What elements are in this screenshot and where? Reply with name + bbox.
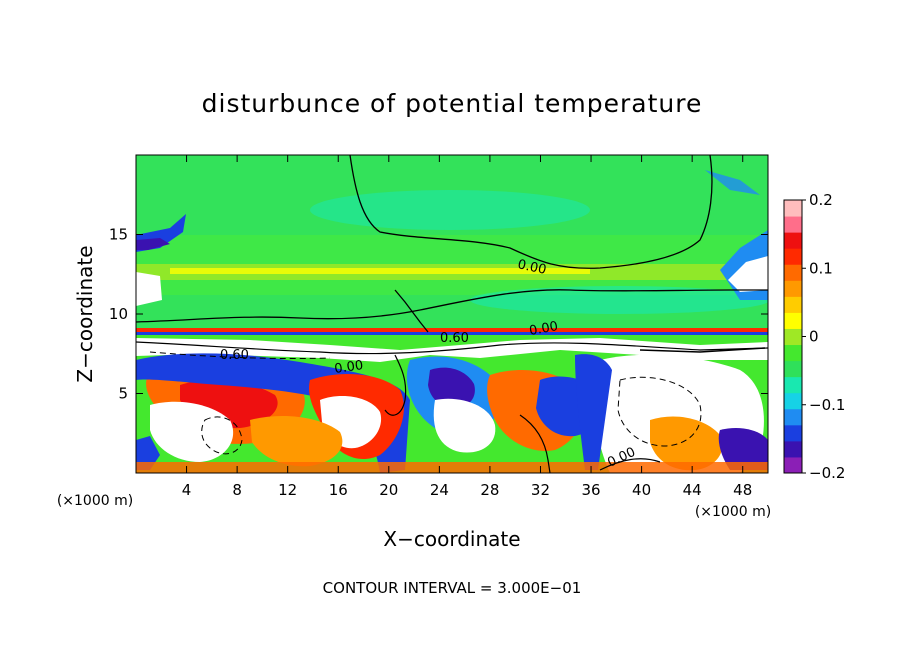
inversion-red-line <box>136 328 768 332</box>
cold-core <box>428 367 475 408</box>
white-patch <box>728 256 768 292</box>
contour-label: 0.00 <box>516 257 547 278</box>
contour-line <box>639 347 766 353</box>
contour-label: 0.60 <box>220 348 249 363</box>
x-unit-label: (×1000 m) <box>57 493 133 509</box>
x-tick-label: 4 <box>182 481 192 499</box>
colorbar-swatch <box>784 312 802 329</box>
y-tick-label: 10 <box>109 305 128 323</box>
colorbar-swatch <box>784 376 802 394</box>
contour-line <box>349 155 713 269</box>
colorbar-swatch <box>784 440 802 458</box>
x-axis: 4 8 12 16 20 24 28 32 36 40 44 48 <box>182 155 752 499</box>
x-tick-label: 28 <box>480 481 499 499</box>
cold-band <box>136 436 160 470</box>
x-tick-label: 48 <box>733 481 752 499</box>
inversion-blue-line <box>136 332 768 335</box>
white-core <box>150 401 234 462</box>
x-tick-label: 32 <box>531 481 550 499</box>
cool-patch <box>310 190 590 230</box>
cold-patch <box>136 238 170 250</box>
y-axis: 5 10 15 <box>109 226 768 403</box>
contour-label: 0.60 <box>440 331 469 346</box>
surface-band <box>136 462 768 473</box>
cold-band <box>575 354 612 470</box>
chart-title: disturbunce of potential temperature <box>202 89 703 118</box>
colorbar-swatch <box>784 344 802 362</box>
colorbar-tick-label: −0.2 <box>809 464 845 482</box>
cold-band <box>718 428 768 470</box>
colorbar-tick-label: −0.1 <box>809 396 845 414</box>
x-unit-label-right: (×1000 m) <box>695 504 771 520</box>
colorbar-swatch <box>784 456 802 474</box>
colorbar-swatch <box>784 248 802 265</box>
warm-blob <box>250 416 343 467</box>
colorbar-swatch <box>784 264 802 281</box>
contour-line-dashed <box>201 416 243 455</box>
contour-line <box>394 289 429 333</box>
x-tick-label: 12 <box>278 481 297 499</box>
cool-patch <box>470 286 768 314</box>
white-patch <box>136 272 162 306</box>
contour-line <box>136 341 768 355</box>
y-tick-label: 5 <box>118 385 128 403</box>
colorbar-swatch <box>784 296 802 313</box>
y-axis-title: Z−coordinate <box>73 245 97 382</box>
contour-line <box>519 414 551 473</box>
colorbar-swatch <box>784 392 802 410</box>
contour-label: 0.00 <box>528 319 559 339</box>
colorbar-swatch <box>784 200 802 217</box>
colorbar-tick-label: 0.1 <box>809 259 833 277</box>
x-axis-title: X−coordinate <box>383 527 520 551</box>
x-tick-label: 44 <box>683 481 702 499</box>
colorbar: 0.2 0.1 0 −0.1 −0.2 <box>783 191 845 482</box>
colorbar-swatch <box>784 328 802 346</box>
warm-stripe-core <box>170 268 590 274</box>
x-tick-label: 8 <box>232 481 242 499</box>
colorbar-swatch <box>784 408 802 426</box>
y-tick-label: 15 <box>109 226 128 244</box>
colorbar-swatch <box>784 280 802 297</box>
colorbar-swatch <box>784 216 802 233</box>
plot-area <box>136 155 768 473</box>
contour-line <box>136 289 768 323</box>
warm-blob <box>650 416 723 471</box>
x-tick-label: 20 <box>379 481 398 499</box>
white-core <box>433 398 496 453</box>
x-tick-label: 24 <box>430 481 449 499</box>
colorbar-tick-label: 0 <box>809 328 819 346</box>
contour-label: 0.00 <box>333 358 364 377</box>
colorbar-swatch <box>784 360 802 378</box>
contour-line <box>384 354 407 416</box>
contour-line <box>599 458 661 471</box>
cold-patch <box>705 170 760 195</box>
contour-line-dashed <box>149 351 331 360</box>
x-tick-label: 36 <box>581 481 600 499</box>
contour-interval-note: CONTOUR INTERVAL = 3.000E−01 <box>323 579 582 597</box>
x-tick-label: 40 <box>632 481 651 499</box>
colorbar-tick-label: 0.2 <box>809 191 833 209</box>
contour-line-dashed <box>617 376 702 447</box>
colorbar-swatch <box>784 424 802 442</box>
colorbar-swatch <box>784 232 802 249</box>
x-tick-label: 16 <box>329 481 348 499</box>
